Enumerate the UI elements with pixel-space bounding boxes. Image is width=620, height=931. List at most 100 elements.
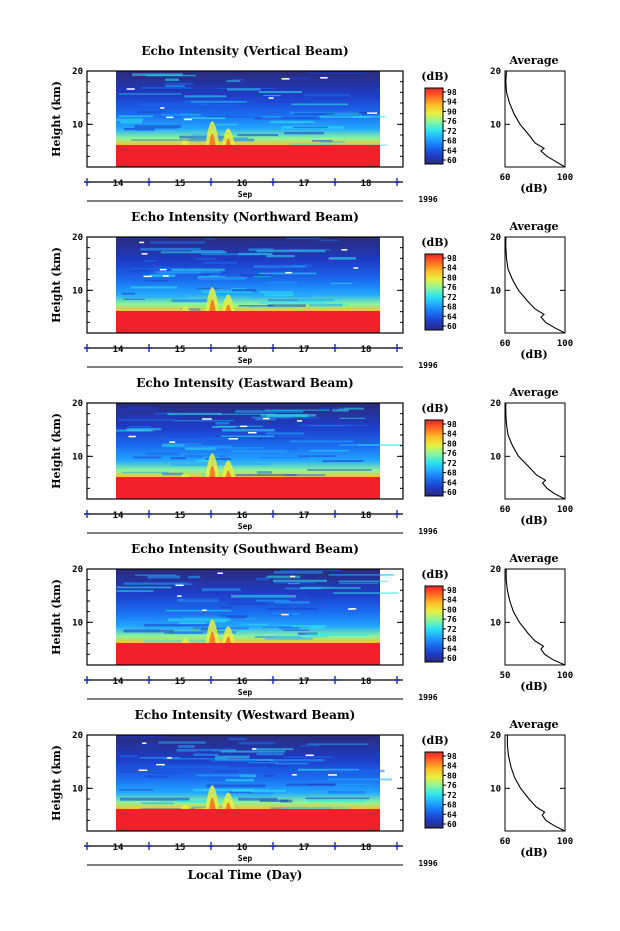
heatmap-streak [259, 799, 289, 802]
month-label: Sep [238, 522, 253, 531]
heatmap-streak [281, 806, 350, 809]
y-tick-label: 10 [72, 784, 83, 794]
average-y-tick-label: 10 [490, 120, 501, 130]
heatmap-streak [118, 115, 154, 118]
average-xlabel: (dB) [520, 514, 547, 527]
missing-data [240, 425, 248, 428]
average-y-tick-label: 10 [490, 286, 501, 296]
heatmap-streak [274, 601, 310, 604]
heatmap-streak [259, 301, 324, 305]
heatmap-streak [283, 629, 310, 631]
heatmap-streak [226, 88, 261, 91]
heatmap-streak [278, 626, 300, 630]
year-label: 1996 [418, 195, 437, 204]
heatmap-streak [270, 759, 325, 762]
panel-5: Echo Intensity (Westward Beam) Height (km… [50, 708, 573, 868]
heatmap-streak [287, 583, 300, 585]
average-y-tick-label: 10 [490, 784, 501, 794]
heatmap-streak [127, 115, 192, 118]
y-tick-label: 20 [72, 565, 83, 575]
missing-data [167, 757, 172, 759]
heatmap-streak [287, 249, 331, 251]
heatmap-streak [183, 616, 227, 619]
missing-data [262, 417, 270, 420]
heatmap-streak [289, 111, 359, 115]
heatmap-streak [228, 602, 267, 606]
heatmap-streak [176, 748, 236, 752]
heatmap-streak [140, 247, 201, 251]
heatmap-streak [220, 750, 286, 753]
heatmap-streak [264, 265, 286, 269]
colorbar-tick-label: 98 [447, 88, 457, 97]
heatmap-streak [239, 629, 251, 632]
heatmap-streak [207, 437, 230, 441]
y-tick-label: 10 [72, 618, 83, 628]
heatmap-streak [198, 104, 239, 106]
heatmap-streak [267, 304, 306, 308]
heatmap-streak [165, 609, 232, 612]
heatmap-streak [227, 737, 247, 741]
average-y-tick-label: 20 [490, 233, 501, 243]
heatmap-streak [170, 630, 237, 634]
x-tick-label: 14 [113, 511, 124, 521]
heatmap-streak [180, 308, 201, 311]
heatmap-streak [259, 272, 317, 275]
heatmap-streak [289, 440, 354, 443]
heatmap-streak [256, 752, 284, 756]
x-tick-label: 16 [237, 345, 248, 355]
heatmap-streak [285, 783, 336, 786]
y-axis-label: Height (km) [50, 247, 63, 323]
y-tick-label: 20 [72, 731, 83, 741]
heatmap-streak [144, 775, 155, 777]
heatmap-streak [197, 277, 246, 280]
heatmap-streak [118, 418, 175, 421]
panel-title: Echo Intensity (Northward Beam) [131, 210, 359, 224]
heatmap-streak [308, 419, 333, 421]
heatmap-streak [137, 111, 164, 113]
x-tick-label: 14 [113, 345, 124, 355]
heatmap-streak [215, 421, 230, 425]
heatmap-streak [173, 419, 234, 422]
month-label: Sep [238, 688, 253, 697]
heatmap-streak [222, 624, 249, 627]
average-y-tick-label: 10 [490, 618, 501, 628]
heatmap-streak [145, 627, 201, 630]
heatmap-streak [141, 802, 174, 805]
x-tick-label: 16 [237, 511, 248, 521]
average-xlabel: (dB) [520, 182, 547, 195]
heatmap-streak [191, 249, 224, 253]
average-y-tick-label: 20 [490, 67, 501, 77]
missing-data [202, 418, 212, 420]
heatmap-streak [283, 474, 326, 477]
average-xlabel: (dB) [520, 348, 547, 361]
heatmap-streak [151, 429, 203, 432]
x-tick-label: 15 [175, 345, 186, 355]
heatmap-streak [261, 625, 293, 628]
heatmap-streak [124, 774, 160, 778]
heatmap-streak [153, 266, 170, 268]
heatmap-streak [193, 627, 249, 630]
heatmap-streak [318, 239, 339, 242]
heatmap-streak [184, 95, 227, 98]
heatmap-streak [125, 415, 183, 418]
missing-data [159, 268, 167, 271]
heatmap-streak [333, 592, 399, 595]
heatmap-streak [297, 299, 342, 302]
heatmap-streak [196, 774, 250, 777]
heatmap-streak [293, 126, 328, 129]
average-x-tick-label: 60 [500, 173, 511, 183]
heatmap-streak [328, 769, 385, 773]
heatmap-streak [205, 458, 231, 460]
heatmap-streak [237, 134, 279, 137]
y-tick-label: 10 [72, 120, 83, 130]
heatmap-streak [197, 276, 249, 278]
heatmap-streak [199, 273, 210, 276]
heatmap-streak [173, 298, 207, 302]
heatmap-streak [297, 455, 336, 457]
heatmap-streak [235, 474, 297, 476]
panel-2: Echo Intensity (Northward Beam) Height (k… [50, 210, 573, 370]
heatmap-streak [266, 432, 305, 435]
heatmap-streak [203, 778, 246, 781]
heatmap-streak [229, 137, 248, 140]
average-profile-line [505, 237, 566, 334]
